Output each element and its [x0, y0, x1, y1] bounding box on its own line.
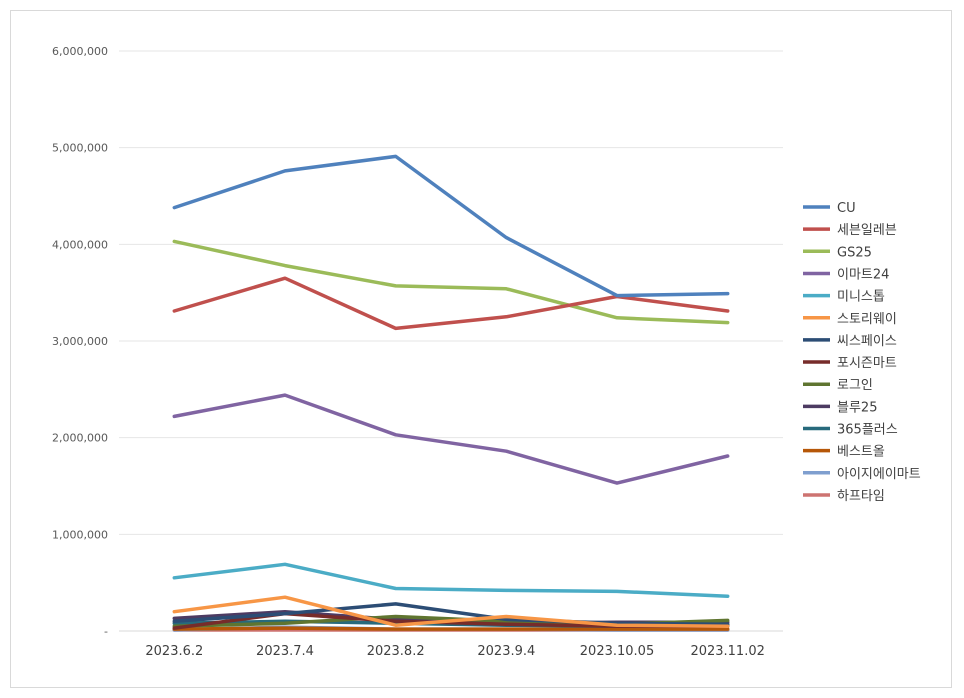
series-line-3 — [172, 239, 730, 325]
series-line-1 — [172, 154, 730, 298]
legend: CU 세븐일레븐 GS25 이마트24 미니스톱스토리웨이씨스페이스포시즌마트로그인블루… — [803, 201, 921, 504]
series-line-2 — [172, 276, 730, 331]
y-tick-label: 3,000,000 — [52, 335, 108, 348]
y-tick-label: 4,000,000 — [52, 238, 108, 251]
x-tick-label: 2023.6.2 — [145, 644, 203, 659]
legend-label: 이마트24 — [837, 267, 889, 282]
series-line-4 — [172, 393, 730, 485]
y-tick-label: - — [104, 625, 108, 638]
legend-label: CU — [837, 201, 856, 216]
legend-label: 베스트올 — [837, 445, 885, 460]
series-line-5 — [172, 562, 730, 598]
legend-label: 씨스페이스 — [837, 334, 897, 349]
legend-label: 스토리웨이 — [837, 312, 897, 327]
series-line-12 — [172, 626, 730, 631]
gridlines — [119, 50, 783, 632]
legend-label: 아이지에이마트 — [837, 467, 921, 482]
legend-label: 블루25 — [837, 400, 877, 415]
y-tick-label: 6,000,000 — [52, 45, 108, 58]
y-tick-label: 1,000,000 — [52, 528, 108, 541]
series-line-6 — [172, 595, 730, 628]
legend-label: 포시즌마트 — [837, 356, 897, 371]
legend-label: 미니스톱 — [837, 290, 885, 305]
x-tick-label: 2023.11.02 — [690, 644, 764, 659]
chart-frame — [10, 10, 952, 688]
plot-area — [172, 154, 730, 632]
x-tick-label: 2023.10.05 — [580, 644, 654, 659]
y-tick-label: 5,000,000 — [52, 142, 108, 155]
series-line-7 — [172, 602, 730, 626]
x-tick-label: 2023.8.2 — [367, 644, 425, 659]
legend-label: 로그인 — [837, 378, 873, 393]
x-tick-label: 2023.9.4 — [477, 644, 535, 659]
x-axis: 2023.6.2 2023.7.4 2023.8.2 2023.9.4 2023.10.… — [145, 644, 764, 659]
y-tick-label: 2,000,000 — [52, 432, 108, 445]
legend-label: 세븐일레븐 — [837, 223, 897, 238]
x-tick-label: 2023.7.4 — [256, 644, 314, 659]
legend-label: 365플러스 — [837, 423, 898, 438]
legend-label: 하프타임 — [837, 489, 885, 504]
y-axis: - 1,000,000 2,000,000 3,000,000 4,000,000 5,0… — [52, 45, 108, 638]
legend-label: GS25 — [837, 245, 872, 260]
